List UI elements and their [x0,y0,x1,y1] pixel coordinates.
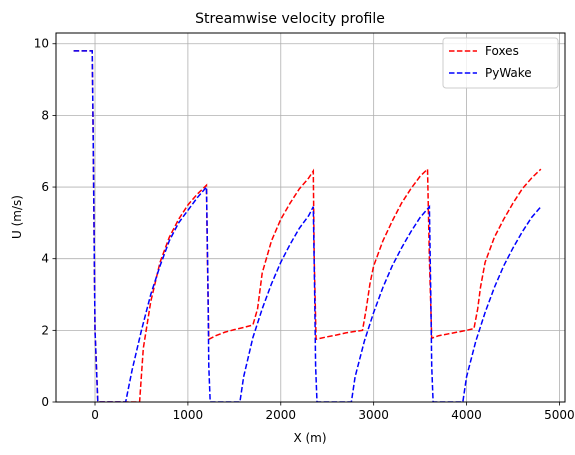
legend-label-pywake: PyWake [485,66,532,80]
y-tick-label: 0 [41,395,49,409]
y-axis-label: U (m/s) [10,195,24,239]
x-tick-label: 3000 [358,408,389,422]
y-tick-label: 8 [41,108,49,122]
x-tick-label: 4000 [451,408,482,422]
x-tick-label: 0 [91,408,99,422]
y-tick-label: 10 [34,37,49,51]
chart-title: Streamwise velocity profile [195,11,385,27]
legend: Foxes PyWake [443,38,558,88]
x-axis-label: X (m) [293,431,326,445]
legend-label-foxes: Foxes [485,44,519,58]
y-tick-label: 2 [41,323,49,337]
x-tick-label: 2000 [266,408,297,422]
y-tick-label: 4 [41,252,49,266]
x-tick-label: 5000 [544,408,575,422]
y-tick-label: 6 [41,180,49,194]
x-tick-label: 1000 [173,408,204,422]
